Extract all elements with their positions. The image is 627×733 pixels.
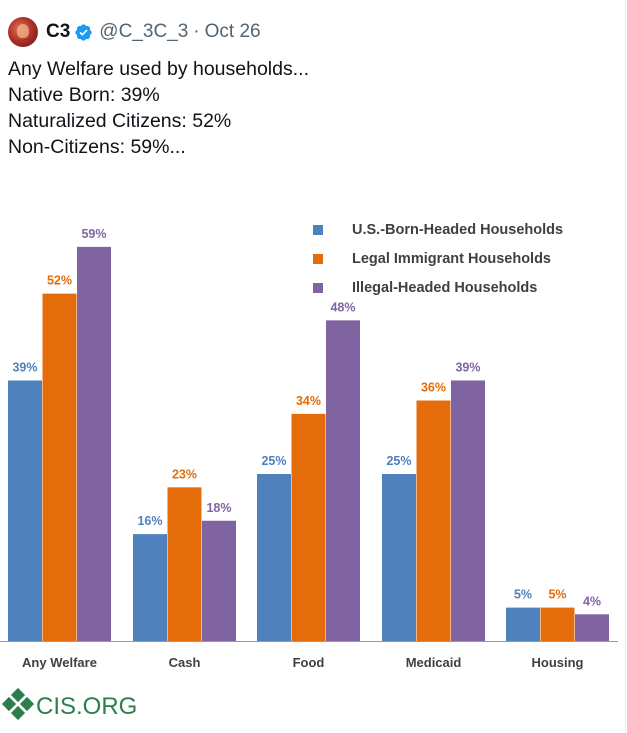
data-label: 25% <box>386 454 411 468</box>
bar-medicaid-series-2 <box>451 380 485 641</box>
post-text-line: Naturalized Citizens: 52% <box>8 110 232 132</box>
data-label: 23% <box>172 467 197 481</box>
verified-badge-icon <box>75 23 92 41</box>
bar-housing-series-1 <box>540 607 575 641</box>
bar-housing-series-2 <box>575 614 609 641</box>
post-text-line: Non-Citizens: 59%... <box>8 136 186 158</box>
data-label: 48% <box>330 300 355 314</box>
data-label: 4% <box>583 594 601 608</box>
category-label: Housing <box>532 655 584 670</box>
post-text-line: Native Born: 39% <box>8 84 160 106</box>
category-label: Medicaid <box>406 655 462 670</box>
cis-logo-icon <box>1 687 35 721</box>
avatar[interactable] <box>8 17 38 47</box>
logo-text: CIS.ORG <box>36 693 137 720</box>
data-label: 36% <box>421 381 446 395</box>
bar-cash-series-0 <box>133 534 167 641</box>
post-text: Any Welfare used by households... Native… <box>8 56 608 160</box>
separator: · <box>193 21 200 42</box>
legend-swatch <box>313 254 323 264</box>
bar-food-series-1 <box>291 413 326 641</box>
data-label: 52% <box>47 274 72 288</box>
bar-medicaid-series-1 <box>416 400 451 641</box>
bar-any-welfare-series-2 <box>77 246 111 641</box>
cis-logo: CIS.ORG <box>1 687 137 721</box>
bar-any-welfare-series-0 <box>8 380 42 641</box>
card-border <box>625 0 626 733</box>
data-label: 34% <box>296 394 321 408</box>
legend-swatch <box>313 225 323 235</box>
post-date[interactable]: Oct 26 <box>204 21 261 42</box>
data-label: 39% <box>12 360 37 374</box>
bar-medicaid-series-0 <box>382 474 416 641</box>
welfare-bar-chart: U.S.-Born-Headed Households Legal Immigra… <box>0 222 618 721</box>
legend-entry: U.S.-Born-Headed Households <box>352 222 563 238</box>
post-header: C3 @C_3C_3 · Oct 26 <box>8 14 261 50</box>
user-handle[interactable]: @C_3C_3 <box>99 21 189 42</box>
bar-cash-series-2 <box>202 520 236 641</box>
category-label: Food <box>293 655 325 670</box>
data-label: 25% <box>261 454 286 468</box>
data-label: 5% <box>514 588 532 602</box>
legend-swatch <box>313 283 323 293</box>
category-label: Cash <box>169 655 201 670</box>
data-label: 5% <box>548 588 566 602</box>
legend-entry: Illegal-Headed Households <box>352 280 537 296</box>
legend-entry: Legal Immigrant Households <box>352 251 551 267</box>
data-label: 59% <box>81 227 106 241</box>
data-label: 39% <box>455 360 480 374</box>
bar-food-series-2 <box>326 320 360 641</box>
category-label: Any Welfare <box>22 655 97 670</box>
bar-any-welfare-series-1 <box>42 293 77 641</box>
bar-food-series-0 <box>257 474 291 641</box>
bar-cash-series-1 <box>167 487 202 641</box>
bar-housing-series-0 <box>506 607 540 641</box>
data-label: 16% <box>137 514 162 528</box>
data-label: 18% <box>206 501 231 515</box>
display-name[interactable]: C3 <box>46 21 71 42</box>
post-text-line: Any Welfare used by households... <box>8 58 309 80</box>
post-media-chart[interactable]: U.S.-Born-Headed Households Legal Immigra… <box>0 206 625 733</box>
